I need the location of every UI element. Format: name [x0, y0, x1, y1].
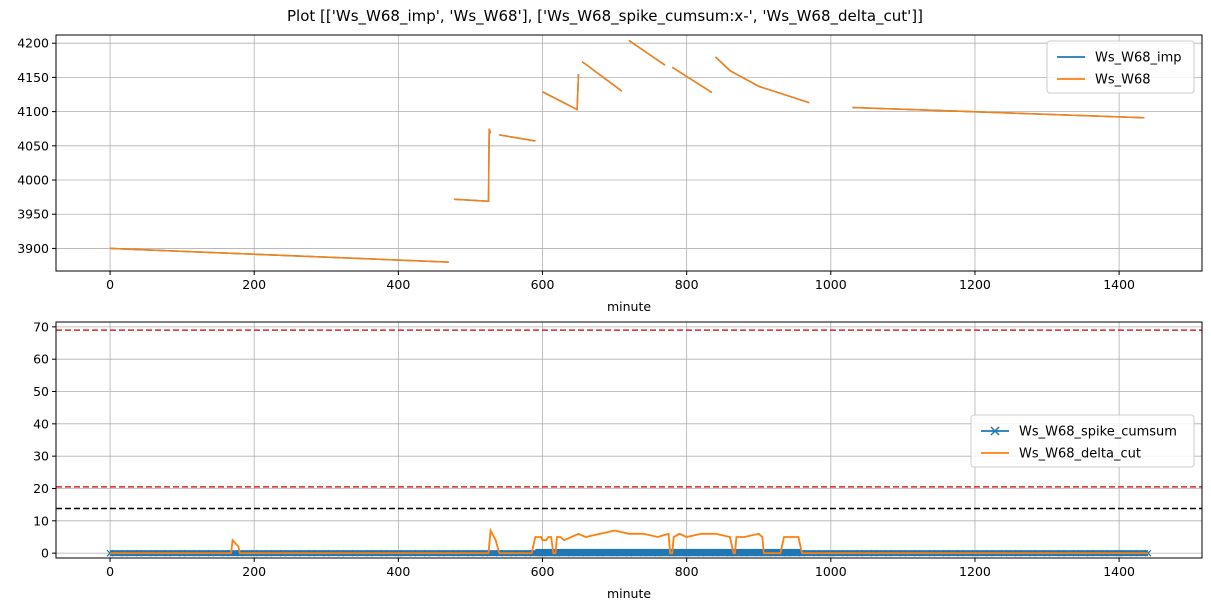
- x-tick-label: 600: [531, 564, 555, 579]
- y-axis: 0 10 20 30 40 50 60 70: [33, 319, 56, 561]
- series-line-segment: [852, 106, 1145, 119]
- x-tick-label: 1200: [959, 564, 991, 579]
- series-line-segment: [628, 39, 666, 66]
- y-tick-label: 4050: [17, 138, 49, 153]
- series-line: [110, 527, 1148, 555]
- series-marker: [654, 549, 662, 557]
- x-tick-label: 400: [386, 277, 410, 292]
- series-marker: [697, 549, 705, 557]
- y-axis: 3900 3950 4000 4050 4100 4150 4200: [17, 36, 56, 256]
- x-axis: 0 200 400 600 800 1000 1200 1400 minute: [106, 271, 1135, 314]
- y-tick-label: 60: [33, 352, 49, 367]
- x-tick-label: 400: [386, 564, 410, 579]
- y-tick-label: 4150: [17, 70, 49, 85]
- series-Ws_W68: [110, 39, 1145, 263]
- series-Ws_W68_imp: [110, 39, 1145, 263]
- x-tick-label: 1000: [815, 564, 847, 579]
- series-line-segment: [542, 73, 580, 111]
- plot-area: [110, 39, 1145, 263]
- y-tick-label: 20: [33, 481, 49, 496]
- axes-frame: [55, 321, 1203, 559]
- series-line-segment: [453, 128, 492, 202]
- y-tick-label: 4100: [17, 104, 49, 119]
- series-marker: [726, 549, 734, 557]
- y-tick-label: 4200: [17, 36, 49, 51]
- x-tick-label: 0: [106, 564, 114, 579]
- chart-top: 0 200 400 600 800 1000 1200 1400 minute 3900 3950 4…: [17, 34, 1203, 314]
- y-tick-label: 50: [33, 384, 49, 399]
- series-Ws_W68_delta_cut: [110, 527, 1148, 555]
- series-line-segment: [453, 128, 492, 202]
- series-marker: [582, 549, 590, 557]
- series-line-segment: [542, 73, 580, 111]
- legend-label: Ws_W68_delta_cut: [1019, 447, 1141, 462]
- x-tick-label: 1200: [959, 277, 991, 292]
- x-tick-label: 800: [675, 277, 699, 292]
- series-marker: [755, 549, 763, 557]
- series-marker: [740, 549, 748, 557]
- legend-label: Ws_W68_imp: [1095, 51, 1182, 66]
- series-dense-band: [535, 548, 802, 557]
- series-marker: [625, 549, 633, 557]
- series-marker: [611, 549, 619, 557]
- series-marker: [567, 549, 575, 557]
- x-axis-label: minute: [607, 299, 651, 314]
- y-tick-label: 40: [33, 416, 49, 431]
- y-tick-label: 10: [33, 513, 49, 528]
- x-tick-label: 1000: [815, 277, 847, 292]
- plot-area: [56, 329, 1202, 557]
- x-tick-label: 800: [675, 564, 699, 579]
- legend: Ws_W68_imp Ws_W68: [1046, 40, 1195, 94]
- x-axis-label: minute: [607, 586, 651, 601]
- legend-box: [970, 414, 1195, 468]
- series-line-segment: [714, 56, 810, 104]
- legend: Ws_W68_spike_cumsum Ws_W68_delta_cut: [970, 414, 1195, 468]
- series-line-segment: [581, 61, 623, 92]
- y-tick-label: 3900: [17, 241, 49, 256]
- legend-label: Ws_W68_spike_cumsum: [1019, 425, 1177, 440]
- y-tick-label: 3950: [17, 207, 49, 222]
- series-marker: [1144, 549, 1152, 557]
- x-tick-label: 200: [242, 564, 266, 579]
- series-line-segment: [499, 134, 536, 142]
- x-tick-label: 200: [242, 277, 266, 292]
- chart-bottom: 0 200 400 600 800 1000 1200 1400 minute 0 10 20 30 40…: [33, 319, 1203, 601]
- series-marker: [683, 549, 691, 557]
- legend-box: [1046, 40, 1195, 94]
- series-line-segment: [671, 66, 713, 94]
- series-line-segment: [110, 247, 449, 263]
- series-marker: [639, 549, 647, 557]
- series-marker: [539, 549, 546, 557]
- x-tick-label: 1400: [1103, 564, 1135, 579]
- y-tick-label: 70: [33, 319, 49, 334]
- series-marker: [106, 549, 114, 557]
- x-tick-label: 1400: [1103, 277, 1135, 292]
- legend-marker: [990, 426, 1000, 436]
- y-tick-label: 0: [41, 546, 49, 561]
- series-marker: [596, 549, 604, 557]
- series-marker: [784, 549, 791, 557]
- y-tick-label: 4000: [17, 173, 49, 188]
- axes-frame: [55, 34, 1203, 272]
- figure-title: Plot [['Ws_W68_imp', 'Ws_W68'], ['Ws_W68…: [287, 7, 923, 26]
- x-tick-label: 600: [531, 277, 555, 292]
- series-marker: [712, 549, 719, 557]
- y-tick-label: 30: [33, 449, 49, 464]
- x-axis: 0 200 400 600 800 1000 1200 1400 minute: [106, 558, 1135, 601]
- x-tick-label: 0: [106, 277, 114, 292]
- legend-label: Ws_W68: [1095, 73, 1151, 88]
- series-line-segment: [714, 56, 810, 104]
- grid: [56, 35, 1202, 271]
